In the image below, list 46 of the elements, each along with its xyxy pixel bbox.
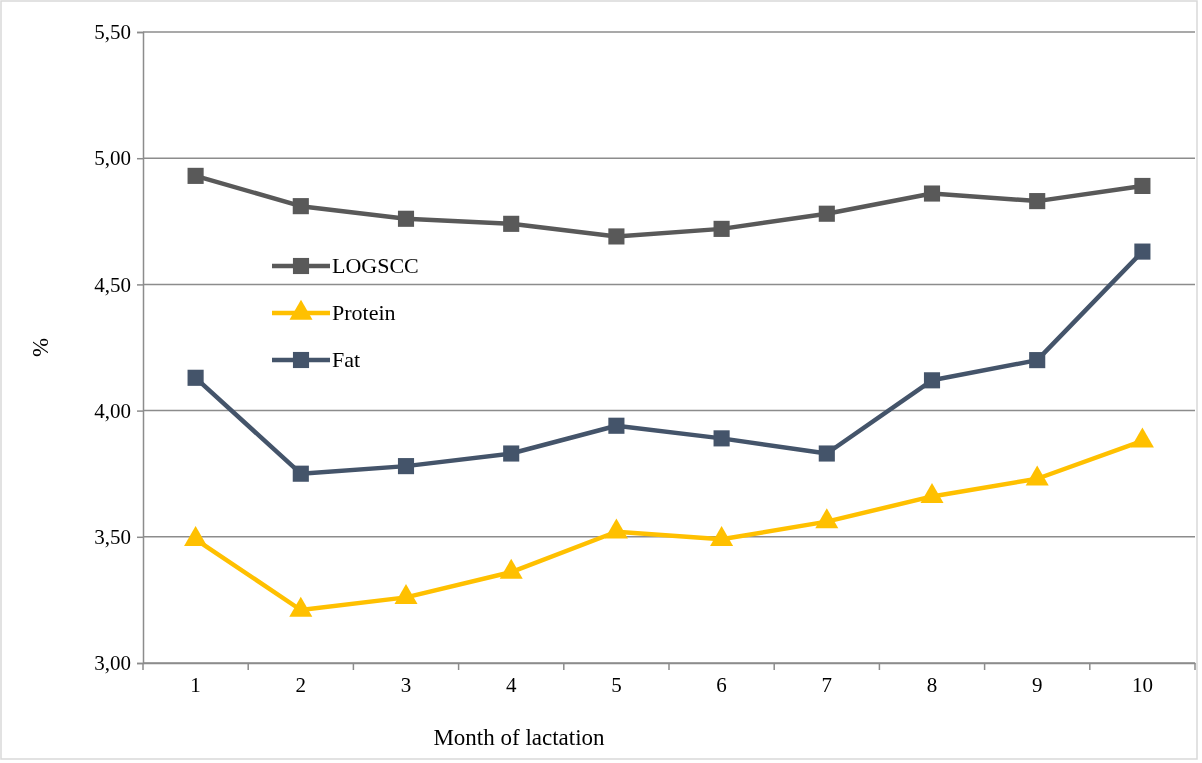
point (923, 185, 941, 202)
point (1134, 243, 1151, 260)
legend-label: LOGSCC (332, 253, 419, 278)
point (397, 210, 415, 227)
point (604, 518, 628, 539)
legend-label: Protein (332, 300, 396, 325)
point (1025, 465, 1049, 486)
point (923, 372, 941, 389)
x-tick-label: 4 (505, 672, 517, 697)
x-tick-label: 7 (821, 672, 833, 697)
y-tick-label: 4,00 (94, 398, 131, 423)
x-tick-label: 5 (611, 672, 622, 697)
point (394, 584, 418, 605)
x-tick-label: 8 (926, 672, 938, 697)
y-tick-label: 3,50 (94, 525, 131, 550)
point (1134, 177, 1151, 195)
y-tick-label: 3,00 (94, 651, 131, 676)
point (815, 508, 839, 529)
point (292, 198, 309, 215)
point (503, 215, 520, 232)
point (608, 228, 625, 245)
point (289, 596, 313, 617)
y-tick-label: 5,50 (94, 20, 131, 45)
point (187, 167, 204, 184)
x-tick-label: 6 (716, 672, 727, 697)
x-tick-label: 3 (400, 672, 412, 697)
point (184, 526, 208, 546)
x-tick-label: 10 (1131, 672, 1153, 697)
x-tick-label: 1 (190, 672, 201, 697)
point (920, 483, 944, 504)
y-tick-label: 4,50 (94, 272, 131, 297)
x-axis-title: Month of lactation (433, 725, 606, 750)
point (1029, 352, 1046, 369)
point (710, 526, 734, 546)
point (608, 417, 625, 434)
point (818, 205, 835, 222)
point (713, 220, 730, 237)
x-tick-label: 9 (1031, 672, 1043, 697)
point (187, 369, 204, 386)
point (1029, 193, 1046, 210)
x-tick-label: 2 (295, 672, 307, 697)
y-tick-label: 5,00 (94, 146, 131, 171)
y-axis-title: % (28, 337, 53, 358)
legend-label: Fat (332, 347, 361, 372)
point (499, 558, 523, 579)
point (1130, 427, 1154, 448)
